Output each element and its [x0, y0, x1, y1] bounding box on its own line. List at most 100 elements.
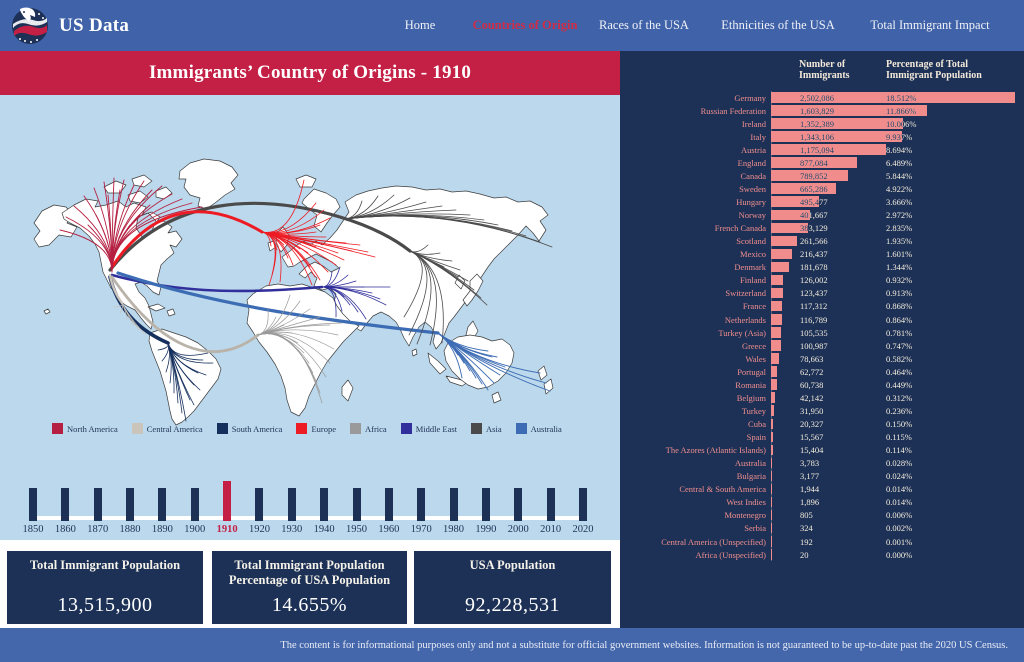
legend-item-central-america[interactable]: Central America — [131, 423, 203, 434]
immigrants-bar[interactable] — [771, 92, 1015, 103]
immigrants-bar[interactable] — [771, 496, 772, 508]
immigrants-value: 3,177 — [800, 471, 820, 482]
percentage-value: 0.028% — [886, 458, 913, 469]
percentage-value: 10.006% — [886, 118, 917, 129]
immigrants-value: 665,286 — [800, 183, 828, 194]
legend-item-north-america[interactable]: North America — [52, 423, 118, 434]
immigrants-bar[interactable] — [771, 509, 772, 521]
immigrants-value: 3,783 — [800, 458, 820, 469]
immigrants-bar[interactable] — [771, 105, 928, 116]
stat-card: Total Immigrant Population Percentage of… — [212, 551, 407, 624]
nav-item-ethnicities-of-the-usa[interactable]: Ethnicities of the USA — [721, 18, 835, 32]
percentage-value: 0.312% — [886, 392, 913, 403]
immigrants-bar[interactable] — [771, 131, 902, 142]
immigrants-bar[interactable] — [771, 300, 783, 312]
percentage-value: 0.000% — [886, 549, 913, 560]
immigrants-bar[interactable] — [771, 118, 903, 129]
immigrants-bar[interactable] — [771, 444, 773, 456]
immigrants-bar[interactable] — [771, 392, 776, 403]
immigrants-bar[interactable] — [771, 209, 811, 221]
immigrants-bar[interactable] — [771, 405, 775, 416]
legend-item-south-america[interactable]: South America — [216, 423, 282, 434]
nav-item-total-immigrant-impact[interactable]: Total Immigrant Impact — [870, 18, 990, 32]
country-label: Russian Federation — [700, 105, 766, 116]
nav-item-countries-of-origin[interactable]: Countries of Origin — [472, 18, 578, 32]
immigrants-bar[interactable] — [771, 287, 784, 299]
legend-label: Middle East — [415, 423, 458, 434]
immigrants-bar[interactable] — [771, 470, 772, 482]
immigrants-bar[interactable] — [771, 261, 789, 273]
immigrants-bar[interactable] — [771, 248, 793, 260]
legend-label: Central America — [146, 423, 203, 434]
country-label: Turkey — [741, 405, 766, 416]
immigrants-bar[interactable] — [771, 457, 772, 469]
world-flow-map — [33, 158, 554, 426]
immigrants-value: 192 — [800, 536, 813, 547]
percentage-value: 8.694% — [886, 144, 913, 155]
immigrants-bar[interactable] — [771, 379, 777, 390]
immigrants-bar[interactable] — [771, 418, 773, 429]
percentage-value: 9.937% — [886, 131, 913, 142]
immigrants-bar[interactable] — [771, 327, 782, 338]
immigrants-value: 105,535 — [800, 327, 828, 338]
immigrants-bar[interactable] — [771, 222, 809, 234]
legend-item-asia[interactable]: Asia — [471, 423, 502, 434]
immigrants-bar[interactable] — [771, 522, 772, 534]
chart-row: Germany 2,502,086 18.512% 2,502,086 18.512% — [620, 91, 1024, 104]
nav-item-races-of-the-usa[interactable]: Races of the USA — [599, 18, 689, 32]
legend-item-middle-east[interactable]: Middle East — [400, 423, 458, 434]
immigrants-bar[interactable] — [771, 536, 772, 547]
country-label: Netherlands — [724, 314, 766, 325]
immigrants-value: 383,129 — [800, 223, 828, 234]
chart-axis-line — [771, 91, 772, 561]
immigrants-value: 60,738 — [800, 379, 824, 390]
chart-row: The Azores (Atlantic Islands) 15,404 0.114… — [620, 444, 1024, 457]
immigrants-bar[interactable] — [771, 340, 781, 351]
column-header-immigrants: Number of Immigrants — [799, 59, 850, 81]
percentage-value: 0.747% — [886, 340, 913, 351]
immigrants-bar[interactable] — [771, 274, 784, 286]
immigrants-bar[interactable] — [771, 366, 778, 377]
immigrants-bar[interactable] — [771, 183, 836, 194]
nav-item-home[interactable]: Home — [404, 18, 436, 32]
country-label: Switzerland — [725, 288, 766, 299]
immigrants-bar[interactable] — [771, 196, 820, 207]
chart-row: Russian Federation 1,603,829 11.866% 1,603,… — [620, 104, 1024, 117]
country-label: Central & South America — [679, 484, 766, 495]
stat-value: 13,515,900 — [57, 594, 153, 616]
country-label: Norway — [738, 210, 766, 221]
percentage-value: 0.001% — [886, 536, 913, 547]
legend-item-africa[interactable]: Africa — [350, 423, 387, 434]
legend-swatch — [52, 423, 63, 434]
map-legend: North America Central America South Americ… — [52, 423, 562, 434]
brand[interactable]: US Data — [10, 5, 129, 47]
immigrants-bar[interactable] — [771, 157, 857, 168]
immigrants-bar[interactable] — [771, 483, 772, 495]
country-label: Central America (Unspecified) — [661, 536, 766, 547]
percentage-value: 0.582% — [886, 353, 913, 364]
stat-card: Total Immigrant Population 13,515,900 — [7, 551, 203, 624]
immigrants-value: 20 — [800, 549, 809, 560]
immigrants-bar[interactable] — [771, 549, 772, 560]
percentage-value: 0.864% — [886, 314, 913, 325]
legend-item-europe[interactable]: Europe — [296, 423, 336, 434]
page-title: Immigrants’ Country of Origins - 1910 — [148, 62, 472, 83]
immigrants-bar[interactable] — [771, 353, 779, 364]
immigrants-bar[interactable] — [771, 144, 886, 155]
immigrants-bar[interactable] — [771, 170, 849, 181]
main-nav: Home Countries of Origin Races of the USA E… — [380, 0, 1024, 51]
immigrants-bar[interactable] — [771, 235, 797, 247]
immigrants-bar[interactable] — [771, 431, 773, 443]
percentage-value: 0.014% — [886, 484, 913, 495]
immigrants-bar[interactable] — [771, 314, 783, 325]
percentage-value: 0.449% — [886, 379, 913, 390]
country-label: Italy — [750, 131, 766, 142]
percentage-value: 0.236% — [886, 405, 913, 416]
legend-item-australia[interactable]: Australia — [515, 423, 562, 434]
